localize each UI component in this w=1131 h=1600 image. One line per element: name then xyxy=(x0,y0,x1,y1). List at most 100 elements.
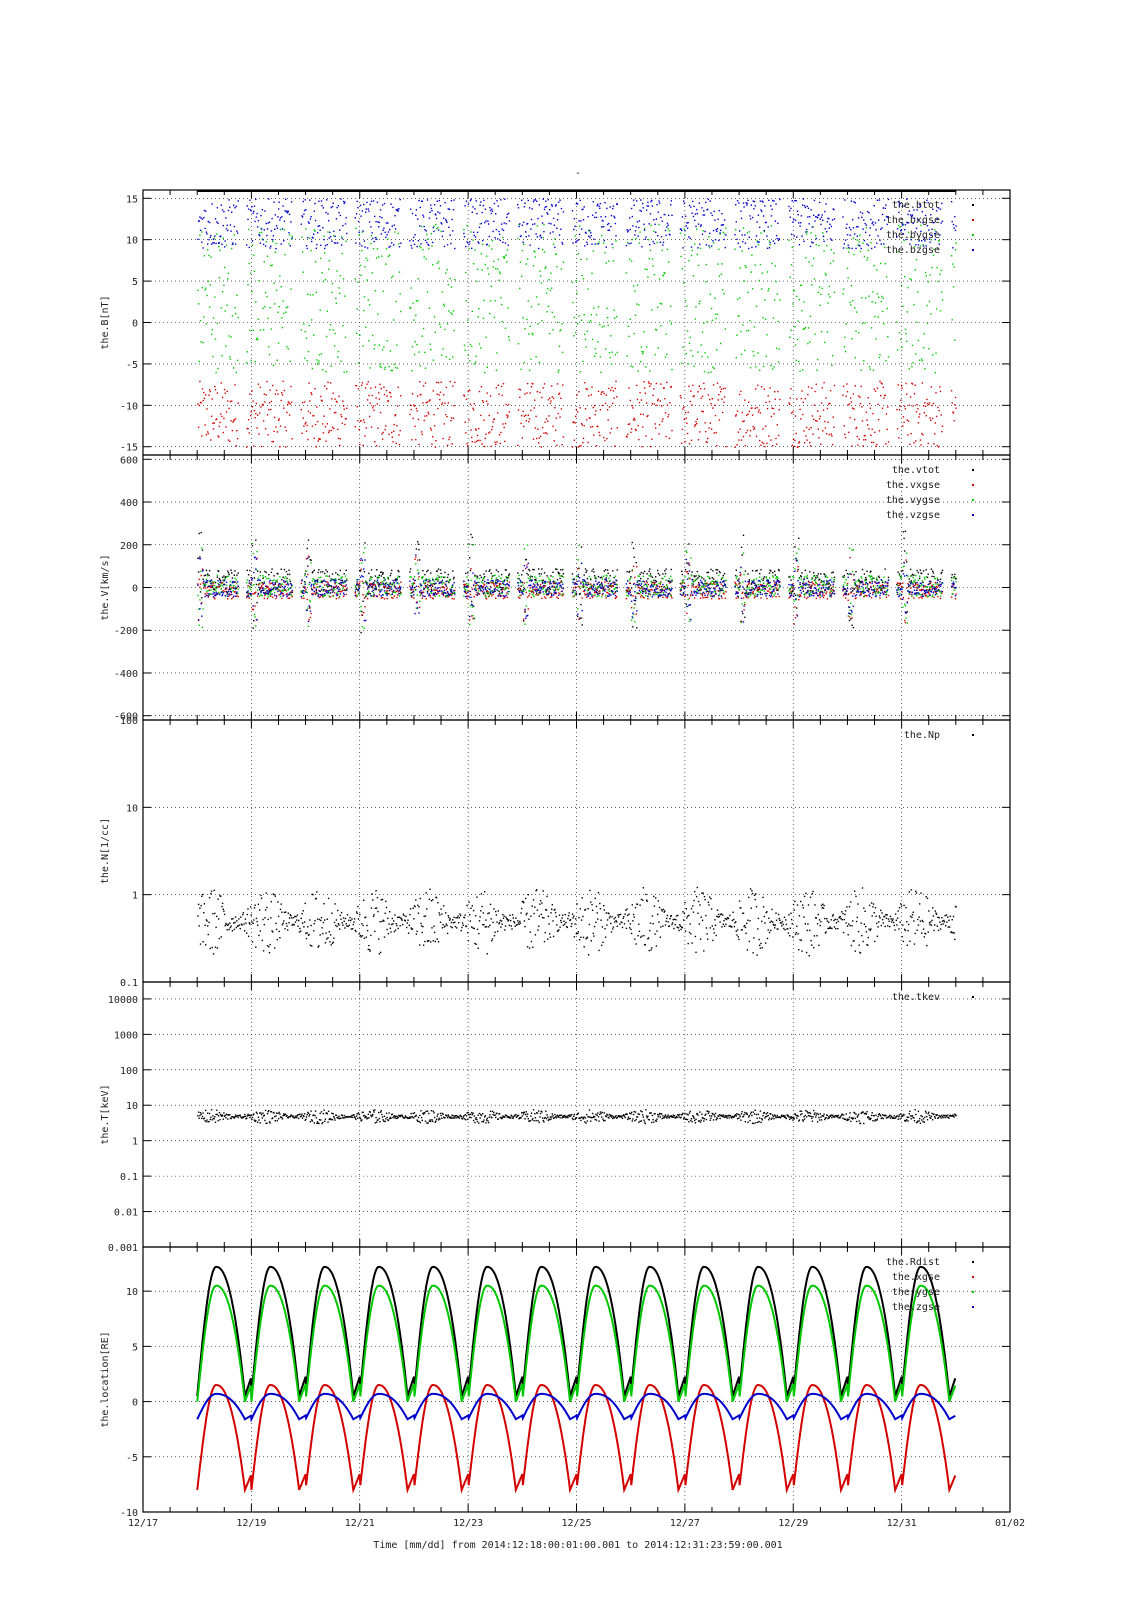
data-point xyxy=(285,570,288,573)
data-point xyxy=(337,573,339,576)
data-point xyxy=(885,413,888,415)
data-point xyxy=(543,383,546,385)
data-point xyxy=(803,301,805,303)
data-point xyxy=(930,419,932,421)
data-point xyxy=(600,216,602,218)
data-point xyxy=(911,214,914,216)
data-point xyxy=(649,594,652,596)
data-point xyxy=(660,585,663,588)
data-point xyxy=(248,432,250,434)
data-point xyxy=(577,253,579,255)
data-point xyxy=(225,576,227,578)
data-point xyxy=(389,574,392,577)
data-point xyxy=(857,244,859,246)
data-point xyxy=(769,242,771,244)
data-point xyxy=(626,590,628,592)
data-point xyxy=(200,217,202,219)
data-point xyxy=(364,246,366,248)
data-point xyxy=(469,241,471,243)
data-point xyxy=(320,589,323,591)
data-point xyxy=(255,216,258,218)
data-point xyxy=(809,441,811,444)
data-point xyxy=(431,245,433,247)
data-point xyxy=(640,210,643,212)
data-point xyxy=(448,581,450,584)
data-point xyxy=(865,231,867,234)
data-point xyxy=(772,368,774,370)
data-point xyxy=(736,410,739,412)
data-point xyxy=(325,371,327,373)
data-point xyxy=(612,207,614,210)
data-point xyxy=(385,590,388,592)
data-point xyxy=(383,386,385,388)
data-point xyxy=(428,413,430,415)
data-point xyxy=(396,578,398,580)
data-point xyxy=(285,583,288,586)
data-point xyxy=(318,200,320,202)
data-point xyxy=(925,275,927,277)
data-point xyxy=(224,310,226,312)
data-point xyxy=(868,588,870,590)
data-point xyxy=(255,412,257,415)
data-point xyxy=(501,321,503,323)
data-point xyxy=(360,274,362,277)
data-point xyxy=(928,238,931,240)
data-point xyxy=(803,582,805,585)
data-point xyxy=(614,317,616,319)
data-point xyxy=(686,305,688,307)
data-point xyxy=(898,332,901,334)
data-point xyxy=(398,585,401,588)
data-point xyxy=(250,577,252,579)
data-point xyxy=(909,584,911,587)
data-point xyxy=(626,229,628,231)
data-point xyxy=(777,568,780,571)
data-point xyxy=(223,246,226,248)
data-point xyxy=(450,312,452,314)
data-point xyxy=(451,597,453,600)
data-point xyxy=(752,590,754,593)
data-point xyxy=(337,594,339,596)
data-point xyxy=(345,418,347,420)
data-point xyxy=(500,589,502,591)
data-point xyxy=(390,572,392,575)
data-point xyxy=(525,567,527,570)
data-point xyxy=(279,228,282,231)
data-point xyxy=(803,240,805,242)
data-point xyxy=(584,382,586,384)
data-point xyxy=(660,405,663,407)
data-point xyxy=(378,583,380,586)
data-point xyxy=(411,439,413,441)
data-point xyxy=(917,339,920,342)
data-point xyxy=(662,241,665,243)
data-point xyxy=(671,368,673,371)
data-point xyxy=(197,426,200,428)
data-point xyxy=(326,335,328,338)
data-point xyxy=(504,579,506,581)
data-point xyxy=(919,569,922,571)
data-point xyxy=(832,571,834,573)
data-point xyxy=(357,207,359,209)
data-point xyxy=(508,573,511,575)
data-point xyxy=(332,590,334,592)
data-point xyxy=(246,596,248,599)
data-point xyxy=(432,241,434,244)
data-point xyxy=(598,241,600,243)
data-point xyxy=(284,253,286,256)
data-point xyxy=(503,222,505,224)
data-point xyxy=(430,589,433,591)
data-point xyxy=(354,591,356,593)
data-point xyxy=(532,568,534,571)
data-point xyxy=(639,209,641,212)
data-point xyxy=(598,205,600,207)
data-point xyxy=(490,572,492,575)
data-point xyxy=(494,590,496,592)
data-point xyxy=(231,429,234,432)
data-point xyxy=(291,237,293,239)
data-point xyxy=(376,403,379,405)
data-point xyxy=(790,388,792,390)
data-point xyxy=(324,279,327,281)
data-point xyxy=(279,586,282,588)
data-point xyxy=(506,213,509,216)
data-point xyxy=(650,588,652,591)
data-point xyxy=(411,596,413,599)
